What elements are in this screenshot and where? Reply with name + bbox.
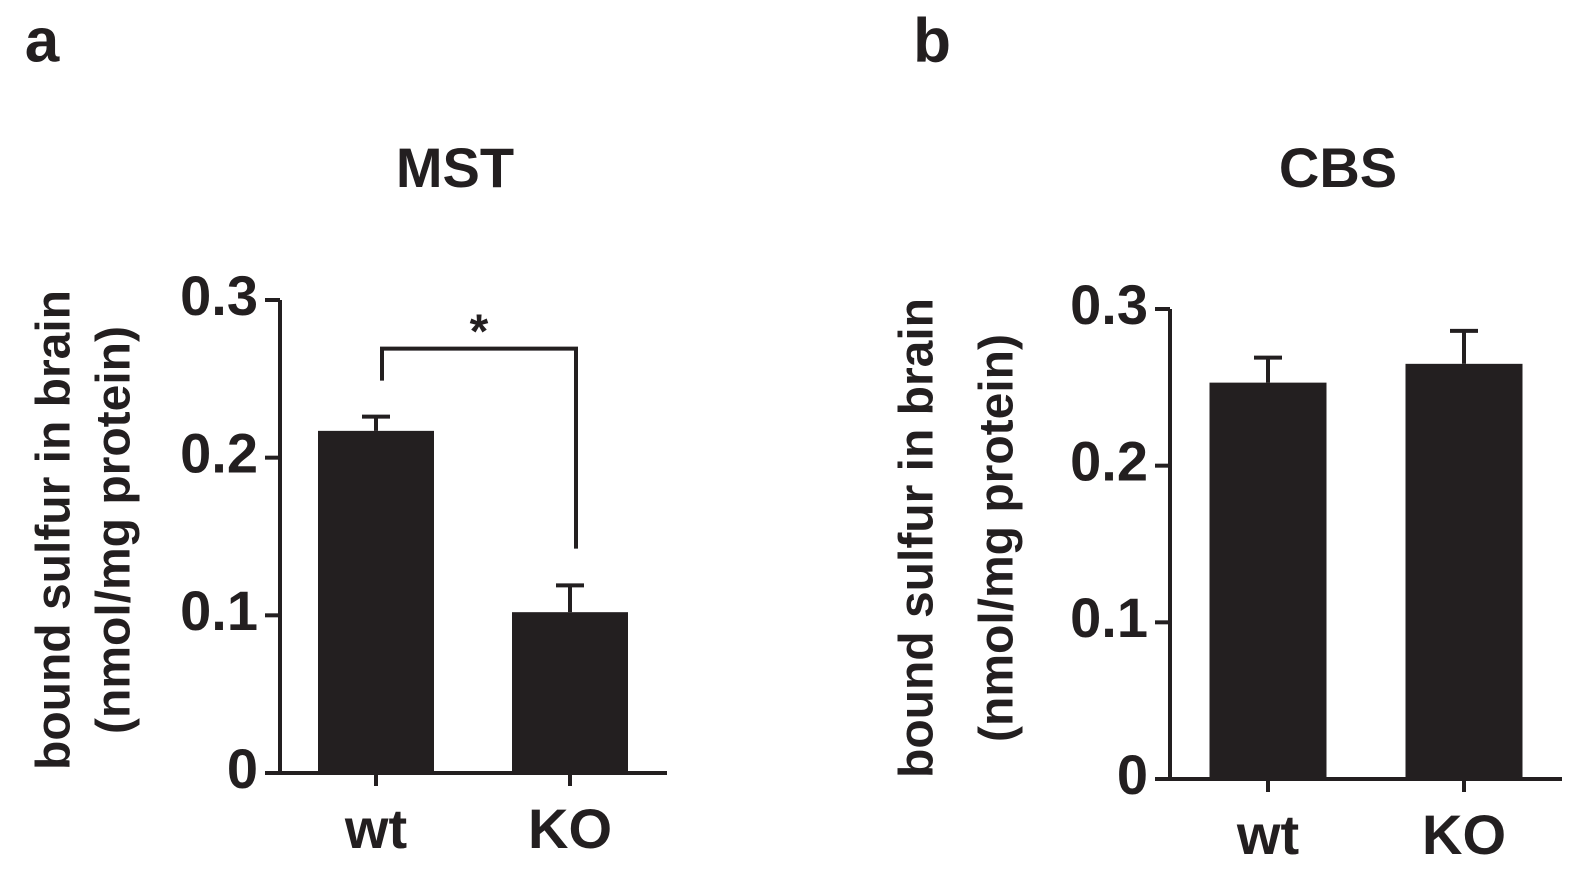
significance-bracket [380, 346, 578, 549]
x-tick-label: KO [1422, 803, 1506, 866]
x-tick-label: wt [1236, 803, 1299, 866]
x-tick-label: wt [344, 797, 407, 860]
y-tick-label: 0 [227, 737, 258, 800]
y-tick-label: 0 [1117, 743, 1148, 806]
chart-title: CBS [1279, 136, 1397, 199]
bar [1405, 363, 1523, 779]
y-axis-label: bound sulfur in brain [891, 298, 944, 778]
y-axis-label: bound sulfur in brain [28, 290, 81, 770]
significance-label: * [470, 305, 489, 358]
y-tick-label: 0.3 [1070, 273, 1148, 336]
x-tick-label: KO [528, 797, 612, 860]
chart-title: MST [396, 136, 514, 199]
bar [1209, 382, 1327, 779]
y-tick-label: 0.1 [1070, 586, 1148, 649]
y-tick-label: 0.2 [1070, 429, 1148, 492]
y-axis-label: (nmol/mg protein) [971, 334, 1024, 742]
panel-label: b [913, 6, 951, 75]
y-axis-label: (nmol/mg protein) [88, 326, 141, 734]
bar [318, 430, 434, 773]
y-tick-label: 0.1 [180, 579, 258, 642]
panel-label: a [25, 6, 60, 75]
bar [512, 612, 628, 773]
y-tick-label: 0.2 [180, 421, 258, 484]
y-tick-label: 0.3 [180, 264, 258, 327]
